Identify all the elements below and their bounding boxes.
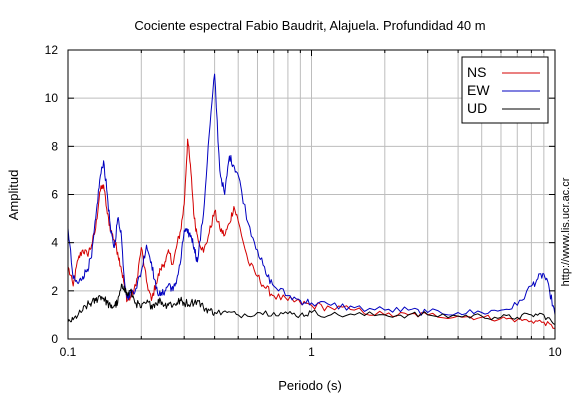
y-tick-label: 6 [51,188,58,202]
legend: NS EW UD [461,56,549,124]
x-tick-label: 1 [308,345,315,359]
credit-text: http://www.lis.ucr.ac.cr [560,177,572,286]
x-tick-label: 0.1 [60,345,77,359]
legend-label-ud: UD [467,100,487,116]
y-tick-label: 10 [45,91,59,105]
chart-title: Cociente espectral Fabio Baudrit, Alajue… [134,18,485,33]
y-tick-label: 8 [51,139,58,153]
y-axis-label: Amplitud [6,170,21,221]
y-tick-label: 0 [51,332,58,346]
tick-labels: 0.1 1 10 0 2 4 6 8 10 12 [45,43,562,359]
axis-ticks [67,49,555,340]
series-lines [67,73,556,329]
series-line-ud [67,283,556,326]
y-tick-label: 4 [51,236,58,250]
x-tick-label: 10 [548,345,562,359]
legend-label-ns: NS [467,64,486,80]
series-line-ew [67,73,556,316]
x-axis-label: Periodo (s) [278,378,342,393]
legend-box [461,56,549,124]
legend-label-ew: EW [467,82,490,98]
y-tick-label: 2 [51,284,58,298]
y-tick-label: 12 [45,43,59,57]
